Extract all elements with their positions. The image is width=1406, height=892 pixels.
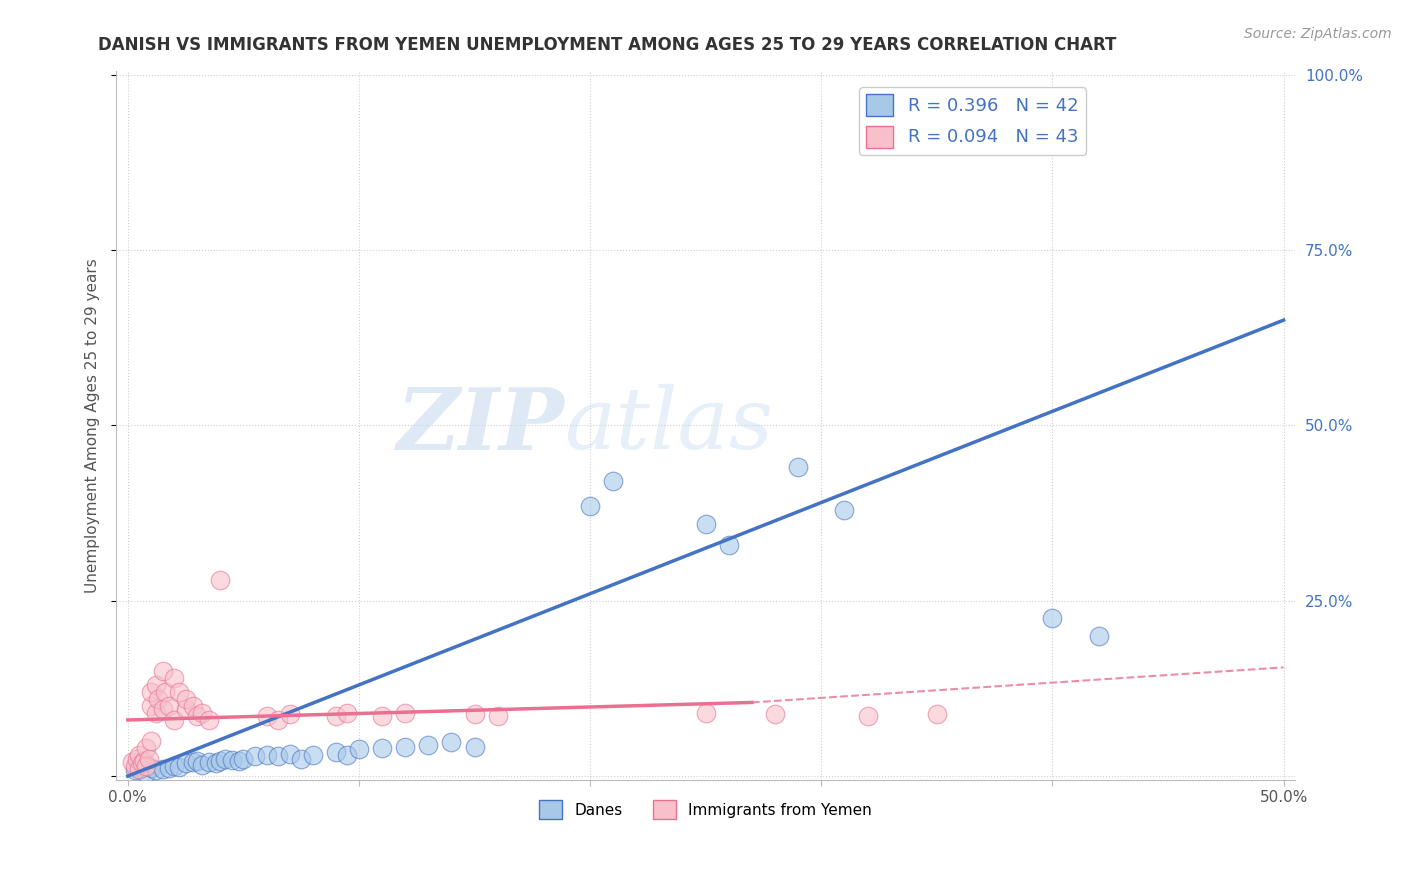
Point: [145, 706, 167, 720]
Point: [186, 709, 208, 723]
Point: [347, 742, 370, 756]
Point: [138, 751, 160, 765]
Text: DANISH VS IMMIGRANTS FROM YEMEN UNEMPLOYMENT AMONG AGES 25 TO 29 YEARS CORRELATI: DANISH VS IMMIGRANTS FROM YEMEN UNEMPLOY…: [98, 36, 1116, 54]
Point: [197, 755, 219, 769]
Point: [204, 756, 226, 771]
Point: [418, 738, 440, 752]
Point: [163, 671, 186, 685]
Point: [278, 707, 301, 722]
Y-axis label: Unemployment Among Ages 25 to 29 years: Unemployment Among Ages 25 to 29 years: [86, 258, 100, 593]
Point: [717, 538, 740, 552]
Point: [128, 747, 150, 762]
Point: [440, 735, 463, 749]
Point: [167, 760, 190, 774]
Point: [139, 761, 162, 775]
Point: [834, 502, 856, 516]
Point: [232, 751, 254, 765]
Point: [602, 475, 624, 489]
Point: [159, 698, 181, 713]
Point: [139, 685, 162, 699]
Point: [139, 734, 162, 748]
Point: [124, 758, 146, 772]
Point: [371, 741, 394, 756]
Point: [763, 707, 786, 722]
Point: [124, 764, 146, 778]
Point: [167, 685, 190, 699]
Point: [787, 460, 810, 475]
Point: [1087, 629, 1109, 643]
Point: [256, 747, 278, 762]
Point: [209, 573, 232, 587]
Point: [214, 751, 236, 765]
Point: [336, 706, 359, 720]
Point: [139, 698, 162, 713]
Point: [394, 706, 416, 720]
Point: [197, 713, 219, 727]
Point: [174, 756, 197, 771]
Point: [174, 702, 197, 716]
Point: [163, 713, 186, 727]
Point: [486, 709, 509, 723]
Point: [1042, 611, 1064, 625]
Point: [325, 745, 347, 759]
Point: [267, 749, 290, 764]
Point: [153, 685, 176, 699]
Point: [228, 755, 250, 769]
Point: [128, 762, 150, 776]
Point: [325, 709, 347, 723]
Legend: Danes, Immigrants from Yemen: Danes, Immigrants from Yemen: [533, 794, 879, 825]
Point: [579, 499, 602, 513]
Point: [394, 739, 416, 754]
Point: [135, 741, 157, 756]
Point: [191, 757, 214, 772]
Point: [221, 753, 243, 767]
Point: [125, 751, 148, 765]
Point: [336, 747, 359, 762]
Text: ZIP: ZIP: [396, 384, 564, 467]
Point: [695, 516, 717, 531]
Point: [243, 749, 266, 764]
Point: [146, 692, 169, 706]
Text: Source: ZipAtlas.com: Source: ZipAtlas.com: [1244, 27, 1392, 41]
Point: [191, 706, 214, 720]
Point: [132, 754, 155, 768]
Point: [209, 754, 232, 768]
Point: [181, 698, 204, 713]
Point: [267, 713, 290, 727]
Point: [152, 762, 174, 776]
Point: [128, 762, 150, 776]
Point: [152, 702, 174, 716]
Point: [121, 755, 143, 769]
Point: [181, 755, 204, 769]
Point: [290, 751, 312, 765]
Point: [152, 664, 174, 678]
Text: atlas: atlas: [564, 384, 773, 467]
Point: [856, 709, 879, 723]
Point: [163, 758, 186, 772]
Point: [278, 747, 301, 761]
Point: [135, 758, 157, 772]
Point: [145, 678, 167, 692]
Point: [174, 692, 197, 706]
Point: [301, 747, 323, 762]
Point: [131, 756, 153, 771]
Point: [186, 754, 208, 768]
Point: [135, 765, 157, 780]
Point: [925, 707, 948, 722]
Point: [464, 739, 486, 754]
Point: [256, 709, 278, 723]
Point: [159, 761, 181, 775]
Point: [145, 764, 167, 778]
Point: [371, 709, 394, 723]
Point: [464, 707, 486, 722]
Point: [695, 706, 717, 720]
